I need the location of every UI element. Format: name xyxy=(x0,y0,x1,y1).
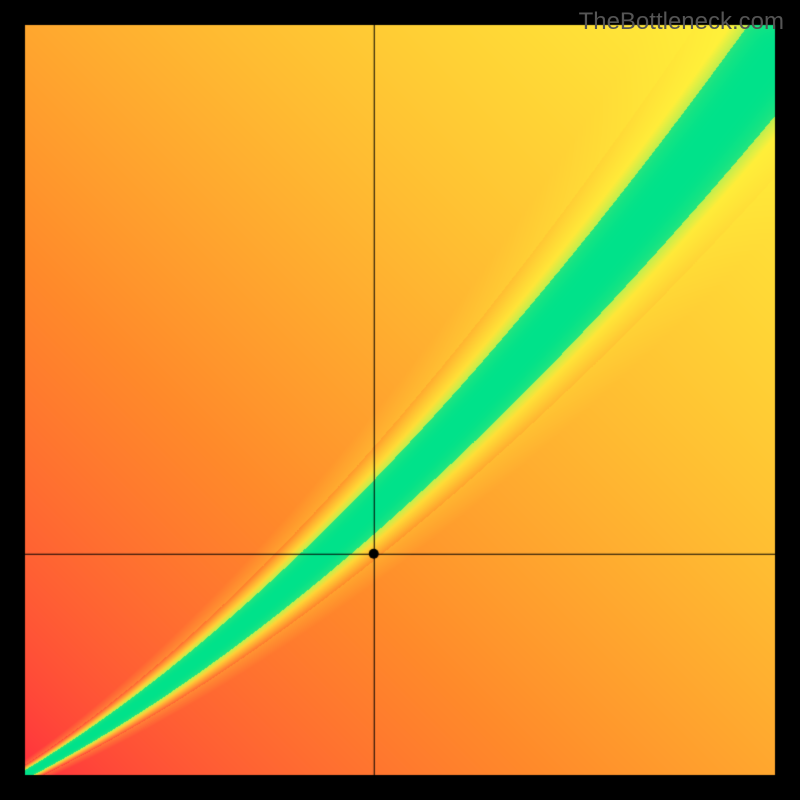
watermark-label: TheBottleneck.com xyxy=(579,8,784,36)
heatmap-canvas xyxy=(0,0,800,800)
chart-container: TheBottleneck.com xyxy=(0,0,800,800)
